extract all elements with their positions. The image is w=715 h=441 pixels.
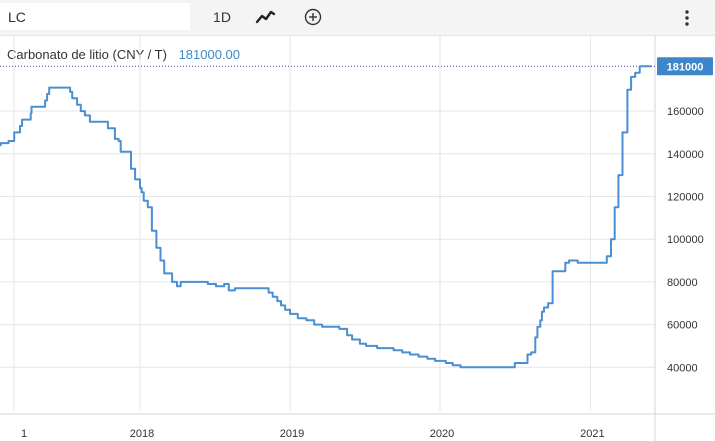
last-price-badge	[657, 57, 713, 76]
plus-circle-icon	[304, 8, 322, 26]
price-chart[interactable]: 40000 60000 80000 100000 120000 140000 160000 1…	[0, 36, 715, 441]
y-tick-label: 40000	[667, 362, 698, 374]
x-tick-label: 2018	[130, 428, 154, 440]
y-tick-label: 60000	[667, 320, 698, 332]
interval-button[interactable]: 1D	[213, 9, 231, 25]
series-line	[0, 65, 652, 369]
chart-toolbar: 1D	[0, 0, 715, 36]
y-tick-label: 120000	[667, 192, 704, 204]
y-tick-label: 100000	[667, 234, 704, 246]
more-options-button[interactable]	[680, 6, 694, 30]
line-chart-icon	[255, 10, 276, 24]
legend-label: Carbonato de litio (CNY / T)	[7, 47, 167, 62]
chart-type-button[interactable]	[253, 6, 279, 28]
chart-legend: Carbonato de litio (CNY / T) 181000.00	[7, 47, 240, 62]
vertical-dots-icon	[685, 10, 689, 26]
compare-button[interactable]	[302, 6, 324, 28]
legend-value: 181000.00	[178, 47, 241, 62]
x-tick-label: 2019	[280, 428, 304, 440]
y-tick-label: 80000	[667, 277, 698, 289]
x-tick-label: 2021	[580, 428, 604, 440]
y-tick-label: 140000	[667, 149, 704, 161]
y-tick-label: 160000	[667, 106, 704, 118]
x-tick-label: 1	[21, 428, 27, 440]
x-tick-label: 2020	[430, 428, 454, 440]
last-price-label: 181000	[667, 61, 704, 73]
symbol-search-input[interactable]	[0, 3, 190, 30]
